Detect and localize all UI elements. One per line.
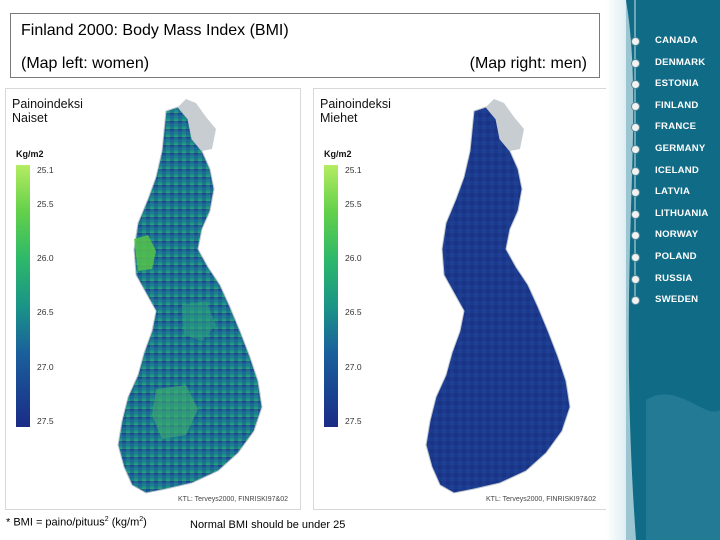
color-scale-bar xyxy=(16,165,30,427)
scale-tick: 26.0 xyxy=(345,253,362,263)
subtitle-women: (Map left: women) xyxy=(21,55,150,72)
scale-unit: Kg/m2 xyxy=(324,149,352,159)
panel-title-line1: Painoindeksi xyxy=(12,97,83,111)
formula-unit: (kg/m xyxy=(111,516,140,529)
map-panel-men: Painoindeksi Miehet Kg/m2 25.1 25.5 26.0… xyxy=(313,88,609,510)
country-link-norway[interactable]: NORWAY xyxy=(655,229,699,241)
finland-map-men xyxy=(425,99,571,494)
scale-tick: 27.0 xyxy=(37,362,54,372)
scale-tick: 25.5 xyxy=(345,199,362,209)
country-dot-icon xyxy=(631,209,640,219)
country-link-sweden[interactable]: SWEDEN xyxy=(655,294,699,306)
bmi-formula-footnote: * BMI = paino/pituus2 (kg/m2) xyxy=(6,516,147,529)
panel-title-line2: Naiset xyxy=(12,111,48,125)
country-dot-icon xyxy=(631,253,640,262)
country-dot-icon xyxy=(631,37,640,46)
country-link-germany[interactable]: GERMANY xyxy=(655,143,706,154)
scale-tick: 26.5 xyxy=(37,307,54,317)
formula-close: ) xyxy=(143,516,147,529)
country-link-france[interactable]: FRANCE xyxy=(655,121,697,133)
scale-tick: 27.5 xyxy=(345,416,362,426)
panel-title-line1: Painoindeksi xyxy=(320,97,391,111)
formula-unit-exponent: 2 xyxy=(139,516,144,523)
scale-tick: 25.5 xyxy=(37,199,54,209)
country-link-finland[interactable]: FINLAND xyxy=(655,99,699,111)
panel-title-men: Painoindeksi Miehet xyxy=(320,97,391,125)
finland-map-women xyxy=(117,99,263,494)
scale-tick: 27.5 xyxy=(37,416,54,426)
title-box: Finland 2000: Body Mass Index (BMI) (Map… xyxy=(10,13,600,78)
country-link-iceland[interactable]: ICELAND xyxy=(655,164,700,176)
normal-bmi-note: Normal BMI should be under 25 xyxy=(190,519,346,531)
country-dot-icon xyxy=(631,188,640,198)
scale-tick: 26.0 xyxy=(37,253,54,263)
country-link-russia[interactable]: RUSSIA xyxy=(655,272,693,284)
country-dot-icon xyxy=(631,296,640,306)
country-sidebar: CANADA DENMARK ESTONIA FINLAND FRANCE GERMANY… xyxy=(606,0,720,540)
globe-icon xyxy=(646,394,720,540)
map-credit: KTL: Terveys2000, FINRISKI97&02 xyxy=(178,496,288,503)
country-dot-icon xyxy=(631,145,640,154)
panel-title-line2: Miehet xyxy=(320,111,358,125)
country-dot-icon xyxy=(631,123,640,133)
country-link-poland[interactable]: POLAND xyxy=(655,251,697,262)
scale-tick: 25.1 xyxy=(345,165,362,175)
country-link-lithuania[interactable]: LITHUANIA xyxy=(655,207,709,219)
country-link-latvia[interactable]: LATVIA xyxy=(655,186,691,198)
map-credit: KTL: Terveys2000, FINRISKI97&02 xyxy=(486,496,596,503)
country-dot-icon xyxy=(631,80,640,90)
scale-tick: 25.1 xyxy=(37,165,54,175)
color-scale-bar xyxy=(324,165,338,427)
country-dot-icon xyxy=(631,231,640,241)
scale-tick: 27.0 xyxy=(345,362,362,372)
country-link-denmark[interactable]: DENMARK xyxy=(655,56,706,68)
country-link-canada[interactable]: CANADA xyxy=(655,35,698,46)
country-dot-icon xyxy=(631,58,640,68)
scale-tick: 26.5 xyxy=(345,307,362,317)
slide-title: Finland 2000: Body Mass Index (BMI) xyxy=(21,22,289,39)
panel-title-women: Painoindeksi Naiset xyxy=(12,97,83,125)
scale-unit: Kg/m2 xyxy=(16,149,44,159)
formula-prefix: * BMI = paino/pituus xyxy=(6,516,105,529)
sidebar-band xyxy=(606,0,626,540)
country-link-estonia[interactable]: ESTONIA xyxy=(655,78,699,90)
country-dot-icon xyxy=(631,166,640,176)
map-panel-women: Painoindeksi Naiset Kg/m2 25.1 25.5 26.0… xyxy=(5,88,301,510)
formula-exponent: 2 xyxy=(104,516,109,523)
country-dot-icon xyxy=(631,274,640,284)
country-dot-icon xyxy=(631,101,640,111)
subtitle-men: (Map right: men) xyxy=(469,55,587,72)
